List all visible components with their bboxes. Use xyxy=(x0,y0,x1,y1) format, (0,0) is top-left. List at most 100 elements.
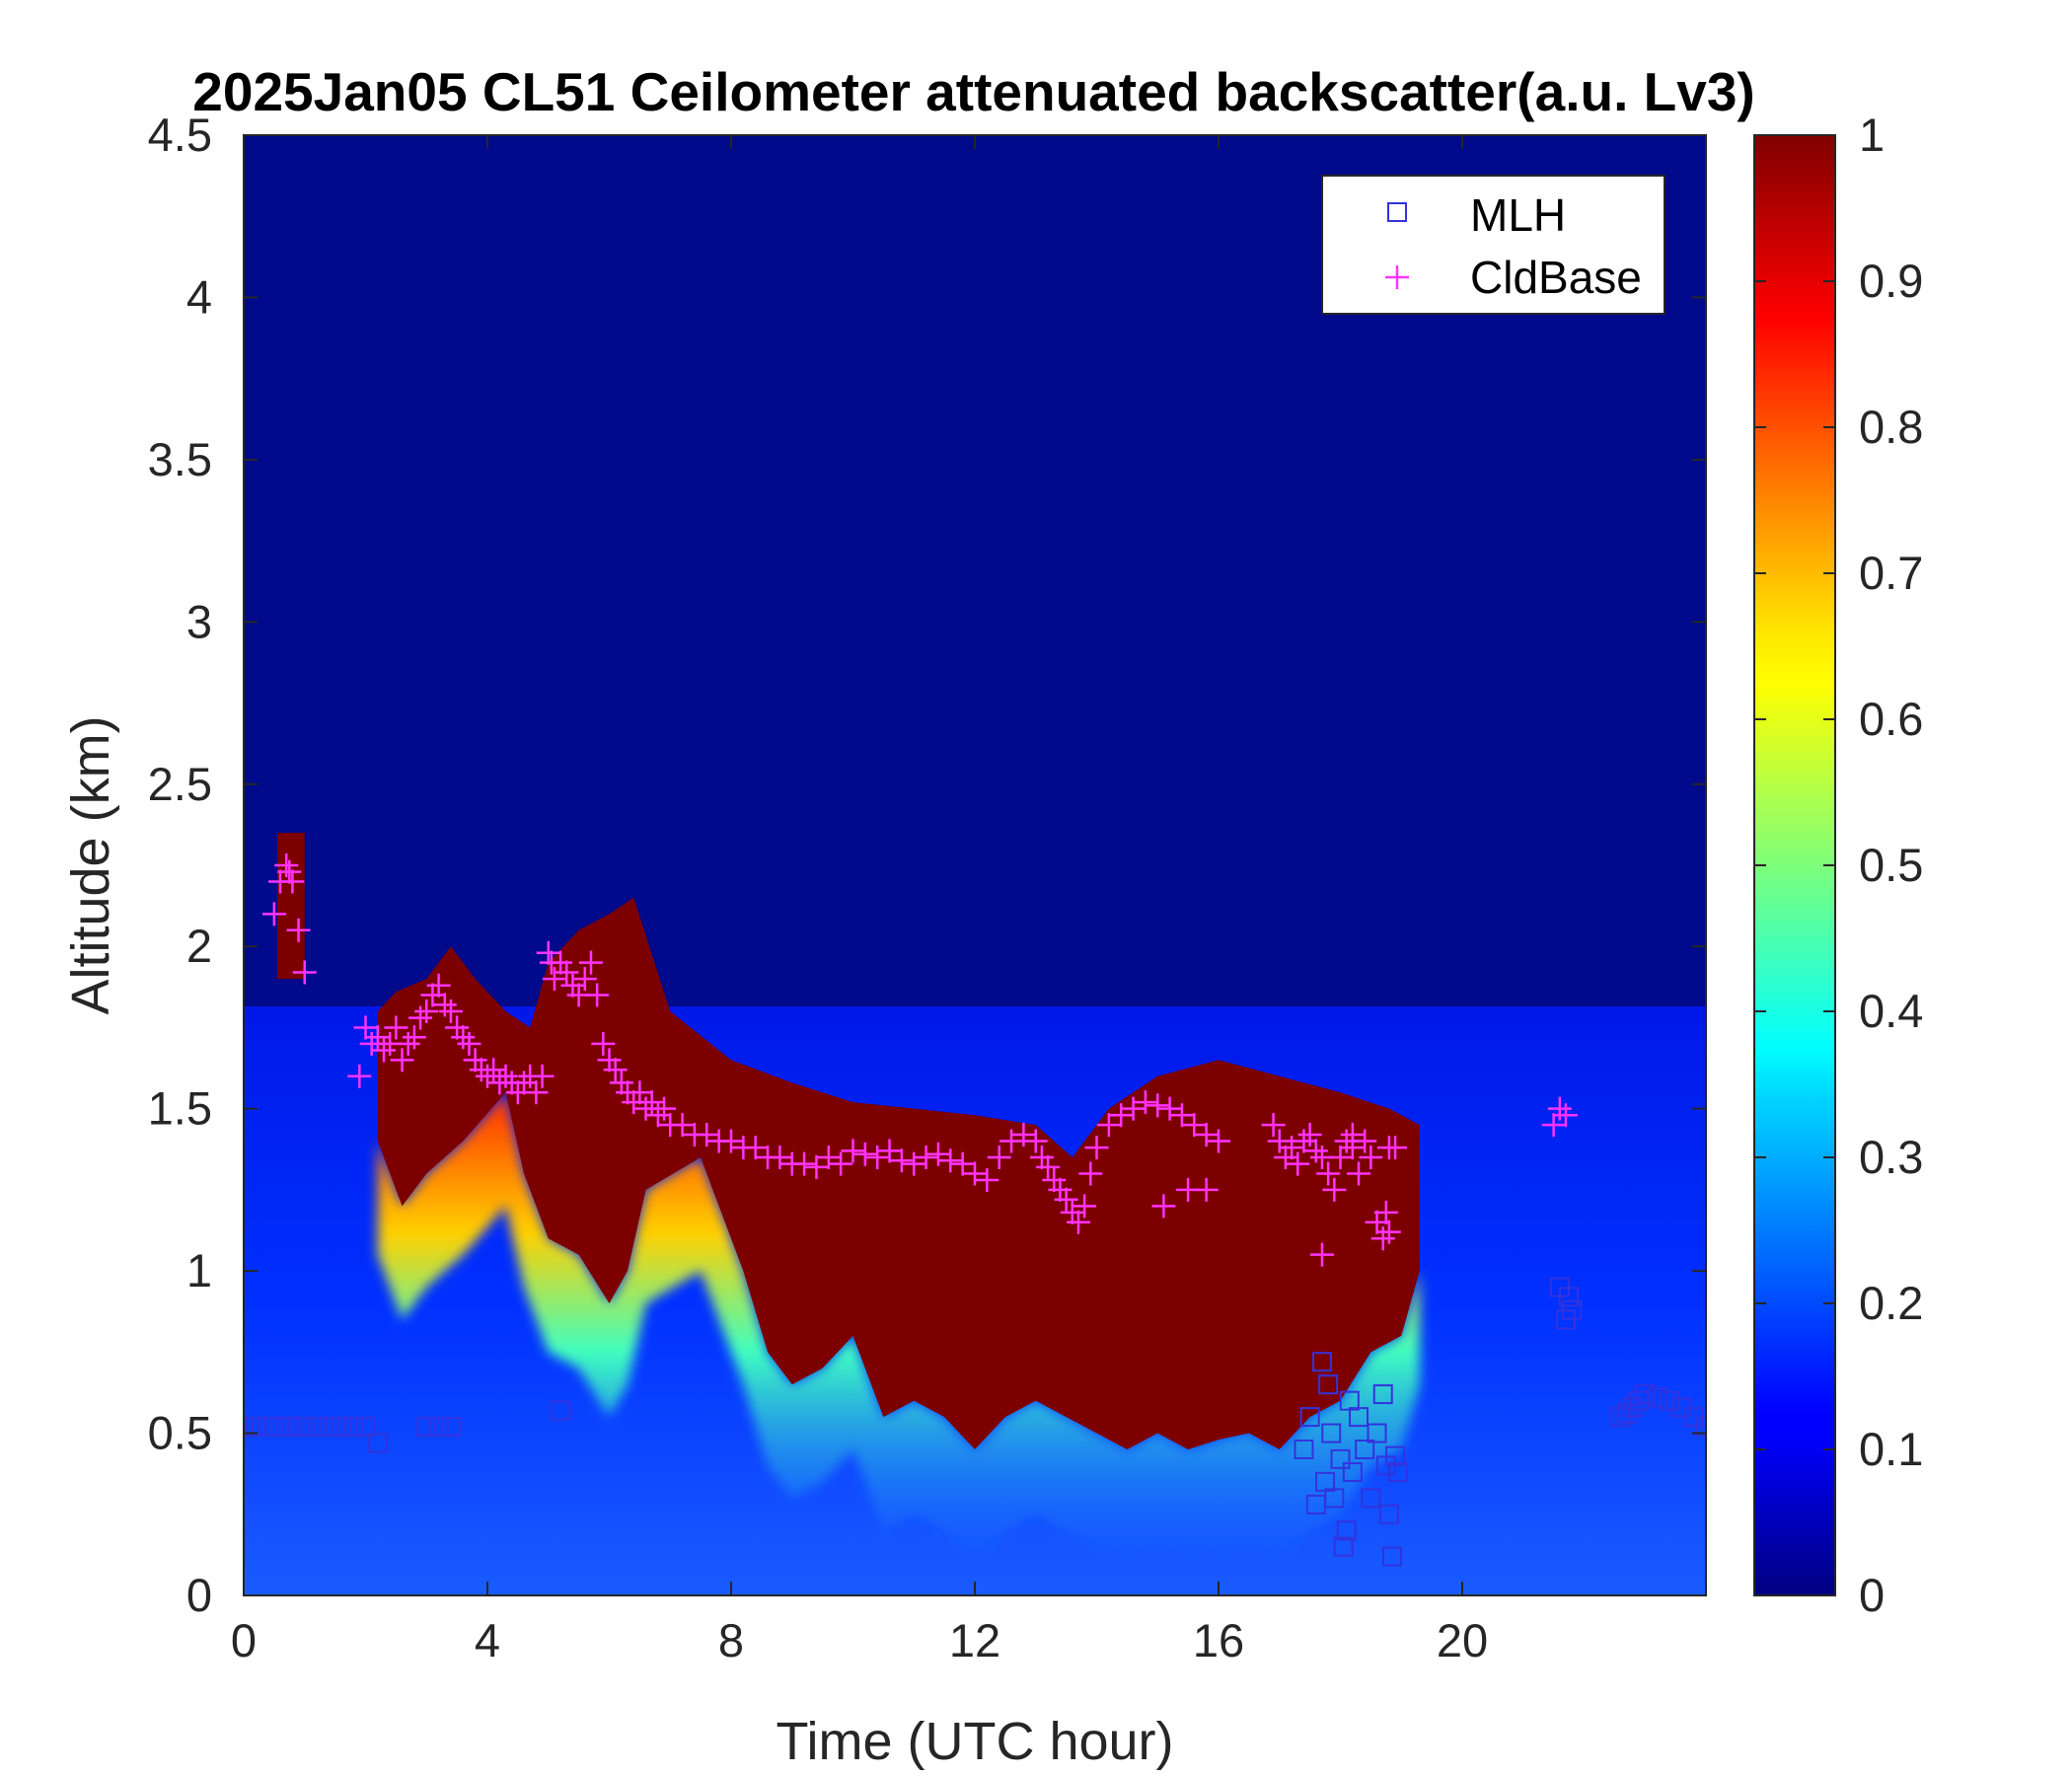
cldbase-marker xyxy=(420,983,445,1007)
cldbase-marker xyxy=(1036,1154,1061,1179)
legend-mlh-marker xyxy=(1387,202,1407,222)
cldbase-marker xyxy=(408,1005,433,1030)
cldbase-marker xyxy=(493,1064,518,1088)
cldbase-marker xyxy=(841,1139,865,1163)
cloud-layer xyxy=(377,897,1420,1449)
cldbase-marker xyxy=(1261,1113,1286,1138)
colorbar-tick-label: 0.6 xyxy=(1859,693,1923,745)
mlh-marker xyxy=(258,1416,278,1437)
mlh-marker xyxy=(1616,1403,1637,1424)
mlh-marker xyxy=(319,1416,339,1437)
cldbase-marker xyxy=(877,1139,902,1163)
early-cloud xyxy=(276,833,305,980)
mlh-marker xyxy=(1559,1287,1580,1307)
cldbase-marker xyxy=(999,1129,1024,1153)
x-axis-ticks: 0 4 8 12 16 20 xyxy=(231,135,1488,1666)
mlh-marker xyxy=(1372,1384,1393,1405)
cldbase-marker xyxy=(609,1071,633,1095)
cldbase-marker xyxy=(1182,1113,1207,1138)
mlh-marker xyxy=(1342,1462,1363,1483)
colorbar-tick-label: 0.4 xyxy=(1859,985,1923,1037)
x-tick-label: 8 xyxy=(718,1614,744,1666)
cldbase-marker xyxy=(1267,1129,1292,1153)
mlh-marker xyxy=(1311,1352,1332,1372)
cldbase-marker xyxy=(402,1025,426,1050)
cldbase-marker xyxy=(536,940,560,965)
cldbase-marker xyxy=(865,1146,890,1169)
x-axis-label: Time (UTC hour) xyxy=(776,1712,1173,1771)
cldbase-marker xyxy=(572,967,597,992)
cldbase-marker xyxy=(1280,1136,1304,1160)
cldbase-marker xyxy=(1109,1103,1134,1128)
colorbar-tick-label: 0.3 xyxy=(1859,1131,1923,1183)
mlh-marker xyxy=(1696,1416,1706,1437)
cldbase-marker xyxy=(1316,1161,1341,1186)
cldbase-marker xyxy=(1376,1136,1401,1160)
y-tick-label: 0 xyxy=(186,1569,212,1621)
cldbase-marker xyxy=(1286,1151,1310,1176)
cldbase-marker xyxy=(274,853,299,877)
cldbase-marker xyxy=(1042,1168,1067,1193)
mlh-marker xyxy=(294,1416,315,1437)
colorbar-tick-label: 0.1 xyxy=(1859,1423,1923,1475)
cldbase-marker xyxy=(925,1142,950,1166)
cldbase-marker xyxy=(277,859,302,884)
mlh-marker xyxy=(282,1416,303,1437)
cldbase-marker xyxy=(1078,1161,1103,1186)
cldbase-marker xyxy=(1365,1210,1389,1234)
cldbase-marker xyxy=(451,1025,476,1050)
cldbase-marker xyxy=(1553,1103,1578,1128)
cldbase-marker xyxy=(743,1136,768,1160)
cldbase-marker xyxy=(1048,1177,1073,1202)
cldbase-marker xyxy=(670,1113,695,1138)
y-tick-label: 4 xyxy=(186,270,212,323)
mlh-marker xyxy=(1381,1546,1402,1567)
mlh-marker xyxy=(1385,1445,1406,1466)
cldbase-marker xyxy=(628,1080,652,1105)
mlh-marker xyxy=(1336,1520,1357,1541)
cldbase-marker xyxy=(286,918,311,942)
cldbase-marker xyxy=(261,902,286,926)
cldbase-marker xyxy=(1133,1090,1157,1115)
cldbase-marker xyxy=(1207,1129,1230,1153)
legend-cldbase-marker xyxy=(1385,265,1409,289)
cldbase-marker xyxy=(852,1142,877,1166)
mlh-marker xyxy=(1635,1384,1656,1405)
cldbase-marker xyxy=(1084,1136,1109,1160)
colorbar-tick-label: 0.9 xyxy=(1859,255,1923,307)
mlh-marker xyxy=(416,1416,437,1437)
cldbase-marker xyxy=(384,1015,408,1040)
colorbar-tick-label: 0.5 xyxy=(1859,839,1923,891)
cldbase-marker xyxy=(1303,1139,1328,1163)
cloud-layer-group xyxy=(276,833,1420,1564)
cldbase-marker xyxy=(597,1048,622,1073)
cldbase-marker xyxy=(987,1146,1011,1169)
mlh-marker xyxy=(1321,1423,1342,1443)
mlh-marker xyxy=(246,1416,266,1437)
colorbar-tick-label: 0.2 xyxy=(1859,1277,1923,1329)
mlh-marker xyxy=(331,1416,351,1437)
cldbase-marker xyxy=(816,1146,841,1169)
y-tick-label: 4.5 xyxy=(148,109,212,161)
mlh-marker xyxy=(307,1416,328,1437)
cldbase-marker xyxy=(1340,1122,1365,1147)
cldbase-marker xyxy=(1376,1220,1401,1244)
mlh-marker xyxy=(1659,1390,1679,1411)
mlh-marker xyxy=(1367,1423,1387,1443)
colorbar-tick-label: 0 xyxy=(1859,1569,1885,1621)
mlh-marker xyxy=(1378,1504,1399,1524)
x-tick-label: 20 xyxy=(1437,1614,1488,1666)
cldbase-marker xyxy=(432,993,457,1017)
cldbase-marker xyxy=(555,960,579,985)
cldbase-marker xyxy=(1066,1210,1090,1234)
cldbase-marker xyxy=(1029,1146,1054,1169)
cldbase-marker xyxy=(347,1064,372,1088)
cldbase-marker xyxy=(560,973,585,998)
mlh-marker xyxy=(1349,1407,1369,1428)
cldbase-marker xyxy=(292,960,317,985)
y-tick-label: 3 xyxy=(186,595,212,647)
cldbase-marker xyxy=(1322,1177,1347,1202)
cldbase-marker xyxy=(1073,1194,1097,1219)
mlh-marker xyxy=(1299,1407,1320,1428)
